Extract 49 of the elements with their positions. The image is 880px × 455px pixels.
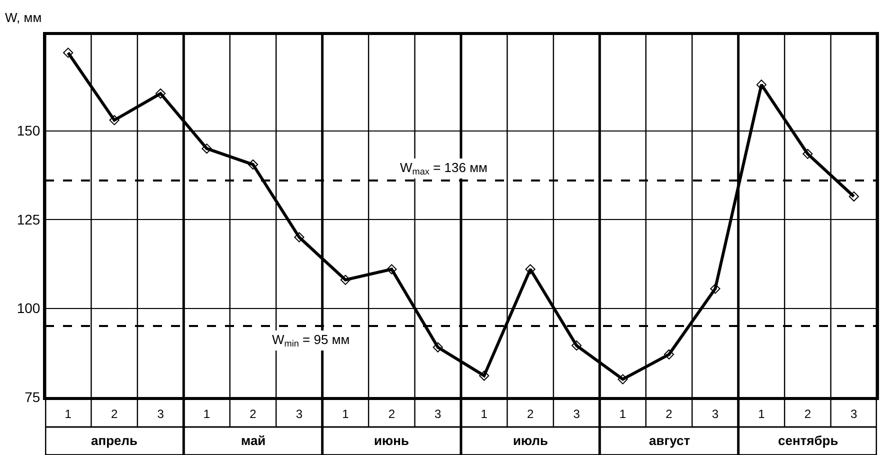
- point: [710, 284, 720, 294]
- text: август: [649, 433, 690, 448]
- x-tick-label: 3: [850, 407, 858, 422]
- x-tick-label: 1: [619, 407, 626, 422]
- x-tick-label: 1: [203, 407, 210, 422]
- text: июнь: [374, 433, 409, 448]
- point: [294, 232, 304, 242]
- y-tick-label: 100: [16, 300, 40, 316]
- ref-line-label: W$_{min}$ = 95 мм: [272, 332, 350, 349]
- point: [572, 340, 582, 351]
- x-tick-label: 3: [434, 407, 442, 422]
- x-tick-label: 1: [480, 407, 488, 422]
- x-tick-label: 1: [64, 407, 72, 422]
- x-tick-label: 2: [666, 407, 673, 422]
- point: [618, 374, 628, 384]
- y-tick-label: 125: [16, 211, 40, 228]
- x-tick-label: 2: [388, 407, 396, 422]
- y-tick-label: 75: [24, 388, 40, 405]
- point: [479, 370, 490, 381]
- y-axis-title: W, мм: [5, 10, 42, 25]
- x-tick-label: 3: [157, 407, 164, 422]
- point: [802, 148, 813, 159]
- point: [432, 342, 443, 352]
- point: [248, 159, 258, 170]
- point: [202, 144, 212, 154]
- x-tick-label: 3: [712, 407, 719, 422]
- text: апрель: [91, 433, 138, 448]
- text: июль: [513, 433, 548, 448]
- text: май: [241, 433, 266, 448]
- point: [63, 48, 74, 58]
- point: [664, 349, 674, 360]
- x-tick-label: 2: [110, 407, 118, 422]
- point: [109, 115, 120, 126]
- point: [386, 264, 397, 274]
- x-tick-label: 2: [526, 407, 534, 422]
- x-tick-label: 2: [804, 407, 812, 422]
- point: [156, 88, 166, 99]
- point: [340, 274, 350, 285]
- point: [756, 80, 766, 90]
- x-tick-label: 3: [296, 407, 303, 422]
- ref-line-label: W$_{max}$ = 136 мм: [400, 160, 488, 177]
- x-tick-label: 1: [758, 407, 766, 422]
- x-tick-label: 1: [342, 407, 350, 422]
- point: [848, 191, 859, 202]
- x-tick-label: 2: [250, 407, 257, 422]
- point: [525, 264, 536, 274]
- x-tick-label: 3: [573, 407, 580, 422]
- y-tick-label: 150: [16, 122, 40, 139]
- text: сентябрь: [778, 433, 838, 448]
